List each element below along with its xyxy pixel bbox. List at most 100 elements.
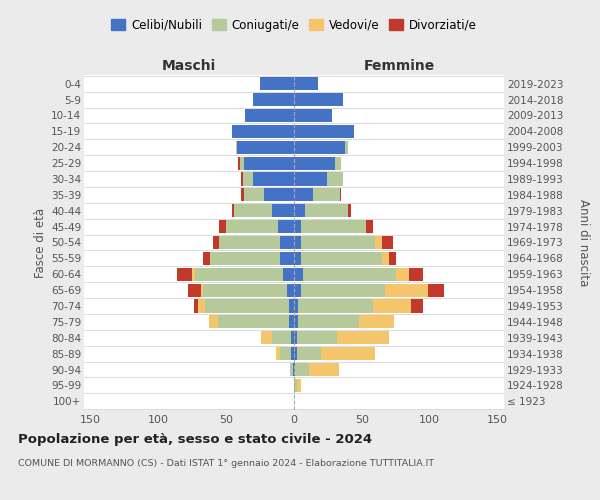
Bar	[240, 156, 244, 170]
Bar	[297, 332, 337, 344]
Bar	[287, 284, 294, 296]
Legend: Celibi/Nubili, Coniugati/e, Vedovi/e, Divorziati/e: Celibi/Nubili, Coniugati/e, Vedovi/e, Di…	[106, 14, 482, 36]
Bar	[313, 188, 340, 202]
Bar	[280, 236, 294, 249]
Bar	[294, 125, 353, 138]
Bar	[253, 172, 294, 186]
Bar	[245, 109, 294, 122]
Bar	[280, 347, 291, 360]
Bar	[241, 172, 242, 186]
Text: Maschi: Maschi	[162, 58, 216, 72]
Bar	[382, 236, 393, 249]
Bar	[297, 347, 321, 360]
Bar	[382, 252, 389, 265]
Bar	[294, 236, 301, 249]
Bar	[294, 363, 295, 376]
Bar	[366, 220, 373, 233]
Bar	[237, 140, 294, 153]
Bar	[301, 252, 382, 265]
Bar	[294, 156, 335, 170]
Bar	[321, 347, 375, 360]
Bar	[253, 93, 294, 106]
Bar	[294, 252, 301, 265]
Bar	[203, 252, 210, 265]
Bar	[298, 300, 373, 312]
Bar	[194, 300, 198, 312]
Bar	[340, 188, 341, 202]
Bar	[209, 316, 218, 328]
Bar	[289, 316, 294, 328]
Bar	[294, 332, 297, 344]
Y-axis label: Anni di nascita: Anni di nascita	[577, 199, 590, 286]
Text: COMUNE DI MORMANNO (CS) - Dati ISTAT 1° gennaio 2024 - Elaborazione TUTTITALIA.I: COMUNE DI MORMANNO (CS) - Dati ISTAT 1° …	[18, 458, 434, 468]
Bar	[337, 332, 389, 344]
Bar	[238, 156, 240, 170]
Bar	[291, 347, 294, 360]
Bar	[294, 109, 332, 122]
Bar	[294, 347, 297, 360]
Bar	[294, 316, 298, 328]
Bar	[294, 188, 313, 202]
Bar	[409, 268, 423, 281]
Bar	[188, 284, 200, 296]
Bar	[278, 220, 294, 233]
Bar	[198, 300, 205, 312]
Bar	[294, 93, 343, 106]
Bar	[293, 363, 294, 376]
Bar	[335, 156, 341, 170]
Bar	[346, 140, 348, 153]
Bar	[235, 204, 272, 218]
Bar	[410, 300, 423, 312]
Y-axis label: Fasce di età: Fasce di età	[34, 208, 47, 278]
Bar	[348, 204, 351, 218]
Bar	[200, 284, 203, 296]
Bar	[295, 363, 309, 376]
Bar	[305, 204, 348, 218]
Bar	[294, 77, 319, 90]
Bar	[244, 188, 264, 202]
Bar	[220, 220, 226, 233]
Bar	[301, 284, 385, 296]
Bar	[280, 252, 294, 265]
Bar	[203, 284, 287, 296]
Bar	[294, 204, 305, 218]
Bar	[262, 332, 272, 344]
Bar	[294, 284, 301, 296]
Bar	[294, 220, 301, 233]
Bar	[218, 316, 289, 328]
Bar	[283, 268, 294, 281]
Bar	[260, 77, 294, 90]
Bar	[193, 268, 195, 281]
Bar	[264, 188, 294, 202]
Bar	[291, 332, 294, 344]
Bar	[272, 332, 291, 344]
Text: Femmine: Femmine	[364, 58, 434, 72]
Bar	[359, 316, 394, 328]
Bar	[242, 172, 253, 186]
Bar	[294, 140, 346, 153]
Bar	[389, 252, 395, 265]
Bar	[294, 172, 326, 186]
Bar	[213, 236, 220, 249]
Bar	[375, 236, 382, 249]
Bar	[241, 188, 244, 202]
Bar	[326, 172, 343, 186]
Bar	[298, 316, 359, 328]
Bar	[272, 204, 294, 218]
Bar	[395, 268, 409, 281]
Bar	[294, 379, 297, 392]
Bar	[232, 204, 235, 218]
Bar	[304, 268, 395, 281]
Bar	[373, 300, 410, 312]
Bar	[294, 300, 298, 312]
Bar	[294, 268, 304, 281]
Bar	[301, 236, 375, 249]
Bar	[232, 125, 294, 138]
Bar	[236, 140, 237, 153]
Bar	[290, 363, 293, 376]
Bar	[195, 268, 283, 281]
Bar	[289, 300, 294, 312]
Bar	[178, 268, 193, 281]
Bar	[301, 220, 366, 233]
Bar	[226, 220, 278, 233]
